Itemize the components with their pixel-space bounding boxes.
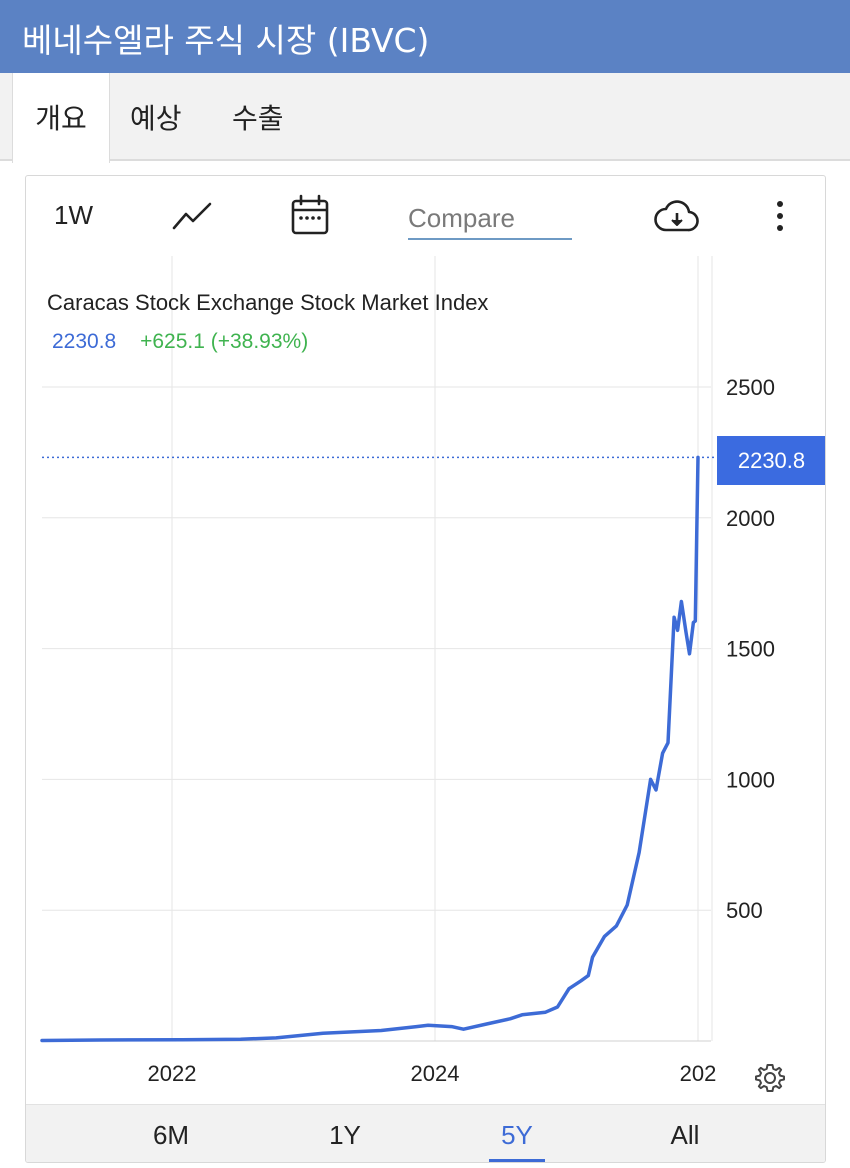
y-axis: 500 1000 1500 2000 2500: [726, 375, 775, 923]
series-line: [40, 455, 700, 1043]
page-title: 베네수엘라 주식 시장 (IBVC): [22, 21, 430, 60]
y-tick-label: 2000: [726, 506, 775, 531]
title-bar: 베네수엘라 주식 시장 (IBVC): [0, 0, 850, 73]
tab-forecast[interactable]: 예상: [130, 102, 182, 135]
price-tag: 2230.8: [717, 436, 825, 485]
tab-exports[interactable]: 수출: [232, 102, 284, 135]
line-chart-icon[interactable]: [172, 198, 214, 236]
y-tick-label: 2500: [726, 375, 775, 400]
range-selector: 6M 1Y 5Y All: [26, 1104, 825, 1162]
x-tick-label: 202: [680, 1061, 717, 1086]
chart-area[interactable]: 500 1000 1500 2000 2500 2022 2024 202: [26, 256, 826, 1096]
compare-input[interactable]: [408, 198, 572, 240]
tab-overview[interactable]: 개요: [12, 73, 110, 163]
calendar-icon[interactable]: [290, 194, 330, 240]
instrument-stats: 2230.8 +625.1 (+38.93%): [52, 330, 308, 354]
range-1y-button[interactable]: 1Y: [329, 1120, 361, 1150]
more-vert-icon[interactable]: [774, 198, 786, 238]
range-6m-button[interactable]: 6M: [152, 1120, 190, 1150]
y-tick-label: 1500: [726, 637, 775, 662]
range-all-button[interactable]: All: [670, 1120, 700, 1150]
x-tick-label: 2024: [411, 1061, 460, 1086]
instrument-name: Caracas Stock Exchange Stock Market Inde…: [47, 290, 489, 315]
chart-card: 1W 500 1000 1500 2000 2500: [25, 175, 826, 1163]
change-value: +625.1 (+38.93%): [140, 330, 309, 353]
period-selector[interactable]: 1W: [54, 200, 93, 230]
y-tick-label: 500: [726, 898, 763, 923]
last-value: 2230.8: [52, 330, 117, 353]
x-tick-label: 2022: [148, 1061, 197, 1086]
tab-bar: 개요 예상 수출: [0, 73, 850, 163]
range-5y-button[interactable]: 5Y: [477, 1105, 557, 1162]
cloud-download-icon[interactable]: [654, 200, 700, 238]
x-axis: 2022 2024 202: [148, 1061, 717, 1086]
gear-icon[interactable]: [754, 1062, 786, 1098]
chart-grid: [42, 256, 713, 1042]
y-tick-label: 1000: [726, 767, 775, 792]
